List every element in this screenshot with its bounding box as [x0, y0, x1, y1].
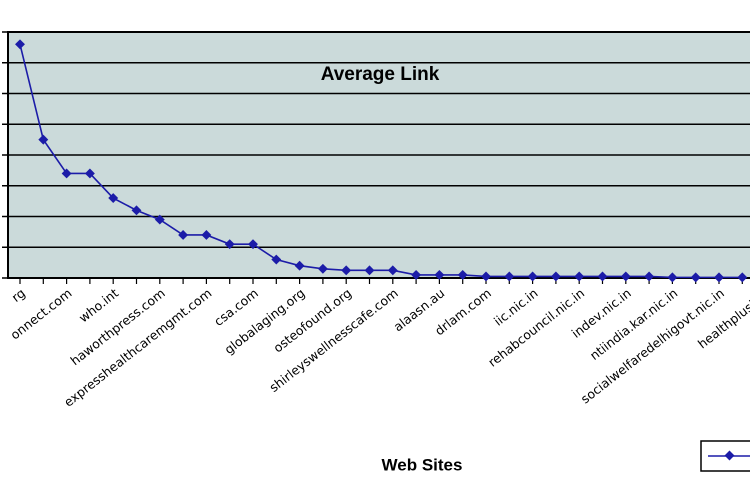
- data-point: [737, 272, 748, 283]
- data-point: [271, 254, 282, 265]
- data-point: [644, 271, 655, 282]
- x-tick-label: rg: [9, 285, 28, 305]
- data-point: [504, 271, 515, 282]
- data-point: [108, 193, 119, 203]
- chart-title: Average Link: [321, 64, 440, 85]
- data-point: [574, 271, 585, 282]
- data-point: [178, 230, 189, 240]
- data-point: [714, 272, 724, 283]
- data-point: [154, 214, 165, 225]
- data-point: [387, 265, 398, 276]
- data-point: [294, 260, 305, 271]
- data-point: [341, 265, 352, 276]
- x-tick-label: osteofound.org: [270, 285, 354, 355]
- data-point: [620, 271, 631, 282]
- legend: [700, 440, 750, 472]
- data-point: [597, 271, 608, 282]
- data-point: [457, 269, 468, 280]
- data-point: [317, 263, 328, 274]
- data-point: [61, 168, 72, 179]
- data-point: [481, 271, 491, 282]
- data-point: [201, 230, 212, 240]
- data-point: [527, 271, 538, 282]
- data-point: [38, 134, 49, 145]
- data-point: [248, 239, 258, 250]
- x-tick-label: globalaging.org: [222, 285, 308, 357]
- data-point: [84, 168, 95, 179]
- data-point: [411, 269, 422, 280]
- grid: [8, 31, 750, 279]
- data-point: [131, 205, 142, 216]
- data-point: [550, 271, 561, 282]
- data-point: [667, 272, 678, 283]
- data-point: [434, 269, 445, 280]
- x-axis-label: Web Sites: [382, 455, 463, 474]
- legend-marker: [724, 450, 735, 461]
- data-point: [364, 265, 375, 276]
- data-point: [690, 272, 701, 283]
- data-point: [224, 239, 235, 250]
- data-point: [15, 39, 25, 50]
